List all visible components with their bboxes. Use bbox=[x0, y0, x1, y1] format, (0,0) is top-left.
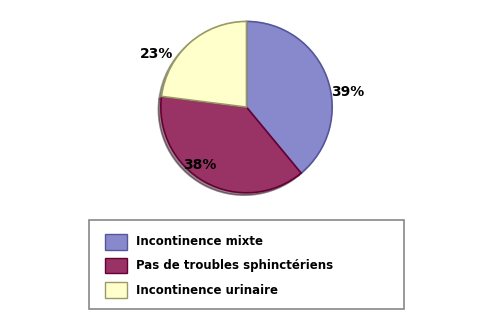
FancyBboxPatch shape bbox=[105, 234, 127, 249]
Text: Incontinence urinaire: Incontinence urinaire bbox=[136, 284, 278, 297]
FancyBboxPatch shape bbox=[105, 258, 127, 273]
Wedge shape bbox=[161, 96, 301, 193]
Text: 39%: 39% bbox=[331, 85, 364, 99]
FancyBboxPatch shape bbox=[105, 282, 127, 298]
Wedge shape bbox=[162, 21, 246, 107]
Text: 38%: 38% bbox=[183, 158, 216, 172]
FancyBboxPatch shape bbox=[89, 220, 404, 309]
Wedge shape bbox=[246, 21, 332, 173]
Text: Incontinence mixte: Incontinence mixte bbox=[136, 235, 263, 248]
Text: Pas de troubles sphinctériens: Pas de troubles sphinctériens bbox=[136, 259, 333, 272]
Text: 23%: 23% bbox=[140, 47, 173, 61]
